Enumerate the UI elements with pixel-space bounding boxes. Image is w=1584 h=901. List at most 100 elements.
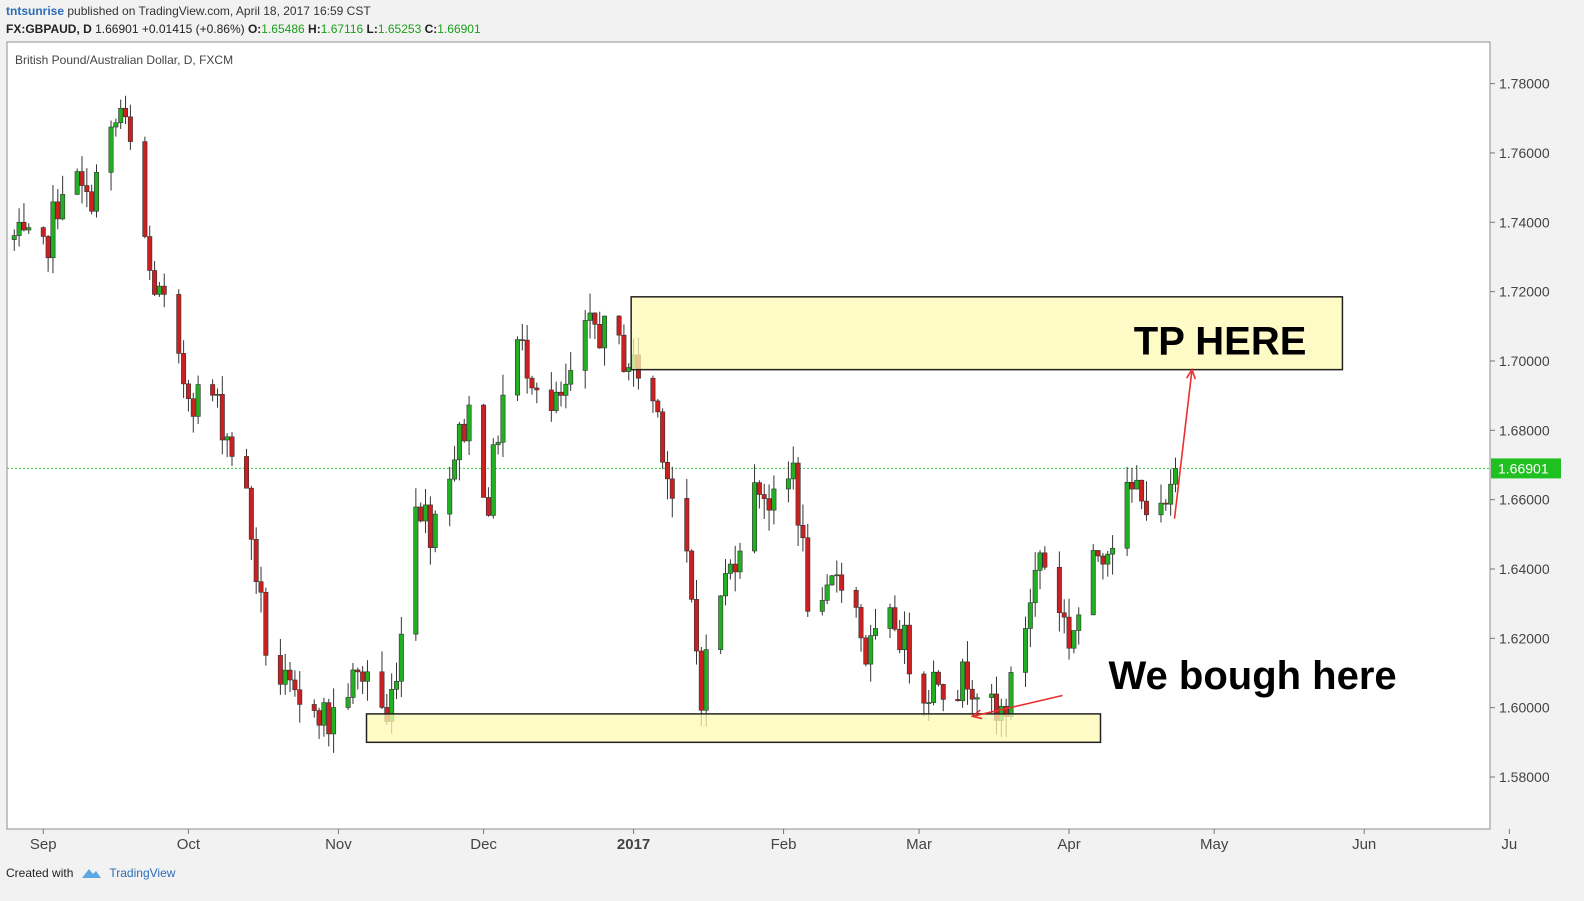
candle-body bbox=[190, 398, 196, 417]
candle-body bbox=[863, 637, 869, 665]
candle-body bbox=[718, 595, 724, 650]
candle-body bbox=[355, 669, 361, 673]
candle-body bbox=[1173, 468, 1178, 485]
candle-body bbox=[1168, 483, 1174, 505]
candle-body bbox=[127, 116, 133, 142]
last-price-badge bbox=[1491, 458, 1561, 479]
candle-body bbox=[819, 600, 825, 612]
candle-body bbox=[185, 383, 191, 400]
candle-body bbox=[394, 680, 399, 690]
candle-body bbox=[727, 563, 733, 574]
candle-body bbox=[1008, 672, 1014, 717]
y-tick-label: 1.70000 bbox=[1499, 353, 1550, 369]
candle-body bbox=[853, 590, 859, 608]
buy-label: We bough here bbox=[1109, 654, 1397, 698]
candle-body bbox=[176, 294, 182, 354]
candle-body bbox=[277, 655, 283, 685]
candle-body bbox=[60, 194, 66, 220]
author-link[interactable]: tntsunrise bbox=[6, 4, 65, 18]
candle-body bbox=[364, 671, 370, 682]
candle-body bbox=[1032, 570, 1038, 604]
candle-body bbox=[964, 661, 970, 690]
candle-body bbox=[892, 607, 898, 630]
candle-body bbox=[1095, 550, 1101, 557]
candle-body bbox=[524, 339, 530, 379]
plot-area[interactable] bbox=[6, 41, 1491, 830]
x-tick-label: Jun bbox=[1352, 836, 1376, 853]
buy-zone bbox=[365, 713, 1102, 744]
candle-body bbox=[694, 599, 699, 652]
open-label: O: bbox=[247, 22, 262, 36]
candle-body bbox=[960, 661, 966, 702]
y-tick-label: 1.66000 bbox=[1499, 492, 1550, 508]
candle-body bbox=[1143, 500, 1149, 516]
candle-body bbox=[756, 482, 762, 495]
price-change: +0.01415 (+0.86%) bbox=[141, 22, 245, 36]
candle-body bbox=[331, 707, 337, 735]
y-tick-label: 1.68000 bbox=[1499, 422, 1550, 438]
candle-body bbox=[345, 697, 351, 708]
candle-body bbox=[379, 671, 385, 708]
candle-body bbox=[1056, 566, 1062, 614]
ohlc-bar: FX:GBPAUD, D 1.66901 +0.01415 (+0.86%) O… bbox=[6, 22, 481, 36]
candle-body bbox=[766, 498, 772, 511]
candle-body bbox=[592, 312, 598, 325]
candle-body bbox=[253, 539, 259, 582]
candle-body bbox=[142, 141, 148, 237]
candle-body bbox=[16, 221, 22, 236]
chart-title: British Pound/Australian Dollar, D, FXCM bbox=[15, 53, 233, 67]
axes: 1.78000 1.76000 1.74000 1.72000 1.70000 1.680… bbox=[30, 76, 1561, 853]
candle-body bbox=[360, 671, 366, 682]
candle-body bbox=[210, 384, 216, 396]
candle-body bbox=[1090, 550, 1096, 616]
candle-body bbox=[587, 312, 593, 321]
candle-body bbox=[495, 441, 501, 446]
candle-body bbox=[558, 391, 564, 396]
footer: Created with TradingView bbox=[6, 866, 175, 880]
candle-body bbox=[79, 171, 85, 186]
y-tick-label: 1.72000 bbox=[1499, 284, 1550, 300]
buy-arrow bbox=[972, 694, 1063, 718]
candle-body bbox=[195, 384, 201, 417]
candle-body bbox=[427, 504, 433, 548]
candle-body bbox=[785, 478, 791, 490]
candle-body bbox=[582, 320, 588, 371]
candle-body bbox=[1129, 481, 1135, 490]
candle-body bbox=[887, 607, 893, 629]
candle-body bbox=[452, 459, 458, 480]
candle-body bbox=[969, 688, 975, 700]
close-label: C: bbox=[424, 22, 438, 36]
symbol: FX:GBPAUD, D bbox=[6, 22, 92, 36]
candle-body bbox=[123, 107, 129, 118]
candle-body bbox=[161, 285, 167, 295]
candle-body bbox=[931, 671, 937, 703]
candle-body bbox=[655, 400, 661, 413]
candle-body bbox=[74, 171, 80, 195]
candle-body bbox=[297, 689, 303, 705]
candle-body bbox=[771, 488, 777, 511]
zones: TP HERE We bough here bbox=[365, 296, 1397, 744]
candle-body bbox=[926, 702, 932, 704]
candle-body bbox=[1110, 547, 1116, 555]
candle-body bbox=[466, 404, 472, 442]
candle-body bbox=[790, 462, 796, 480]
candle-body bbox=[456, 423, 462, 461]
candle-body bbox=[1139, 479, 1145, 502]
y-tick-label: 1.74000 bbox=[1499, 214, 1550, 230]
candle-body bbox=[447, 478, 453, 515]
candle-body bbox=[118, 107, 124, 124]
candle-body bbox=[1042, 552, 1048, 568]
candle-body bbox=[684, 498, 690, 552]
candle-body bbox=[568, 370, 574, 385]
candle-body bbox=[94, 172, 99, 212]
candle-body bbox=[534, 387, 540, 391]
open-value: 1.65486 bbox=[261, 22, 305, 36]
last-price-badge-label: 1.66901 bbox=[1498, 460, 1549, 476]
candle-body bbox=[1037, 552, 1043, 571]
tradingview-link[interactable]: TradingView bbox=[109, 866, 176, 880]
candle-body bbox=[868, 635, 874, 665]
low-label: L: bbox=[366, 22, 378, 36]
tp-arrow bbox=[1173, 369, 1193, 519]
candle-body bbox=[398, 633, 404, 682]
